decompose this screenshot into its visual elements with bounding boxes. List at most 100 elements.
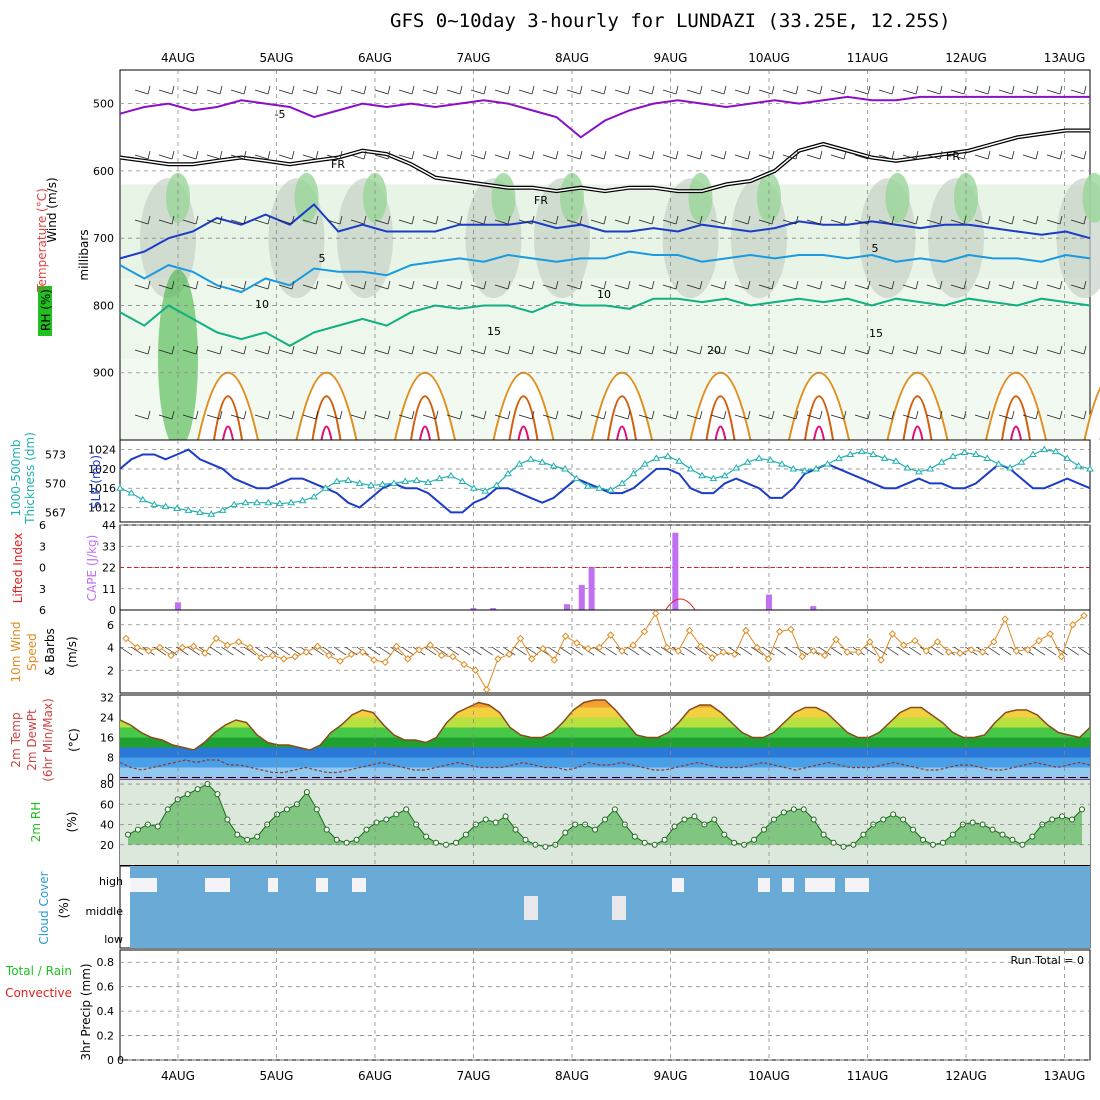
wind-barb [1059, 410, 1063, 420]
slp-line [119, 448, 1091, 514]
thickness-marker [892, 457, 900, 464]
rh-marker [631, 833, 638, 840]
wind-barb [675, 150, 679, 160]
wind-barb [710, 89, 725, 95]
wind-barb [542, 414, 557, 420]
thickness-marker [116, 484, 124, 491]
rh-blob [885, 172, 910, 223]
thickness-marker [275, 499, 284, 507]
wind-marker [392, 642, 401, 651]
wind-barb [182, 414, 197, 420]
wind-barb [243, 280, 247, 290]
rh-marker [602, 816, 608, 823]
sfc-wind-barb [322, 646, 336, 656]
contour-label: 10 [597, 288, 611, 301]
wind-barb [1011, 215, 1015, 225]
wind-barb [483, 345, 487, 355]
wind-barb [614, 89, 629, 95]
temp-core [320, 425, 333, 441]
wind-marker [753, 643, 761, 652]
wind-barb [1011, 410, 1015, 420]
wind-marker [471, 666, 480, 674]
wind-barb [891, 150, 895, 160]
wind-barb [435, 85, 439, 95]
wind-barb [686, 349, 701, 355]
rh-marker [333, 836, 340, 843]
wind-marker [640, 627, 649, 636]
wind-barb [315, 410, 319, 420]
wind-barb [675, 345, 679, 355]
wind-marker [674, 647, 682, 655]
wind-barb [734, 284, 749, 290]
thickness-marker [504, 469, 512, 477]
wind-barb [758, 414, 773, 420]
wind-barb [315, 345, 319, 355]
wind-marker [1001, 615, 1009, 623]
sfc-wind-barb [333, 646, 347, 656]
wind-barb [771, 215, 775, 225]
wind-barb [830, 219, 845, 225]
wind-barb [686, 219, 701, 225]
thickness-marker [447, 471, 455, 479]
wind-marker [133, 643, 141, 652]
wind-barb [926, 349, 941, 355]
pressure-tick: 600 [93, 165, 114, 178]
wind-barb [867, 150, 871, 160]
rh-marker [592, 826, 599, 833]
wind-barb [147, 410, 151, 420]
temp-band [120, 707, 1090, 718]
wind-barb [638, 154, 653, 160]
thickness-marker [789, 464, 798, 472]
thickness-marker [287, 498, 296, 506]
thickness-marker [572, 474, 581, 482]
temp-tick: 24 [100, 712, 114, 725]
wind-barb [854, 154, 869, 160]
wind-barb [902, 219, 917, 225]
wind-marker [336, 657, 344, 665]
rh-marker [482, 816, 489, 823]
wind-barb [566, 154, 581, 160]
wind-marker [1046, 630, 1054, 638]
wind-barb [243, 85, 247, 95]
thickness-marker [846, 450, 855, 457]
wind-barb [374, 154, 389, 160]
wind-barb [579, 280, 583, 290]
rh-marker [164, 806, 171, 813]
wind-barb [195, 215, 199, 225]
run-total-label: Run Total = 0 [1011, 954, 1085, 967]
wind-barb [374, 219, 389, 225]
date-label-top: 12AUG [945, 51, 987, 65]
wind-barb [1070, 154, 1085, 160]
thickness-marker [184, 506, 193, 513]
wind-barb [555, 345, 559, 355]
sfc-wind-barb [886, 646, 899, 656]
wind-barb [686, 154, 701, 160]
wind-marker [832, 635, 840, 644]
wind-barb [843, 280, 847, 290]
wind-barb [819, 280, 823, 290]
thickness-marker [903, 464, 912, 471]
cloud-axis-label: Cloud Cover [37, 871, 51, 944]
wind-barb [1070, 284, 1085, 290]
rh-marker [790, 806, 797, 813]
wind-barb [435, 345, 439, 355]
temp-core [508, 395, 539, 441]
wind-barb [998, 154, 1013, 160]
wind-barb [158, 284, 173, 290]
precip-axis-label: 3hr Precip (mm) [79, 963, 93, 1060]
wind-barb [182, 89, 197, 95]
wind-barb [494, 219, 509, 225]
wind-barb [507, 215, 511, 225]
thickness-marker [310, 492, 318, 500]
wind-marker [1023, 646, 1032, 654]
wind-barb [806, 349, 821, 355]
wind-marker [482, 685, 491, 694]
wind10m-panel-frame [119, 609, 1091, 694]
sfc-wind-barb [874, 646, 888, 656]
wind-barb [590, 89, 605, 95]
wind-barb [446, 349, 461, 355]
wind-marker [1057, 652, 1066, 661]
wind-barb [459, 410, 463, 420]
wind-barb [627, 410, 631, 420]
sfc-wind-barb [525, 646, 538, 656]
